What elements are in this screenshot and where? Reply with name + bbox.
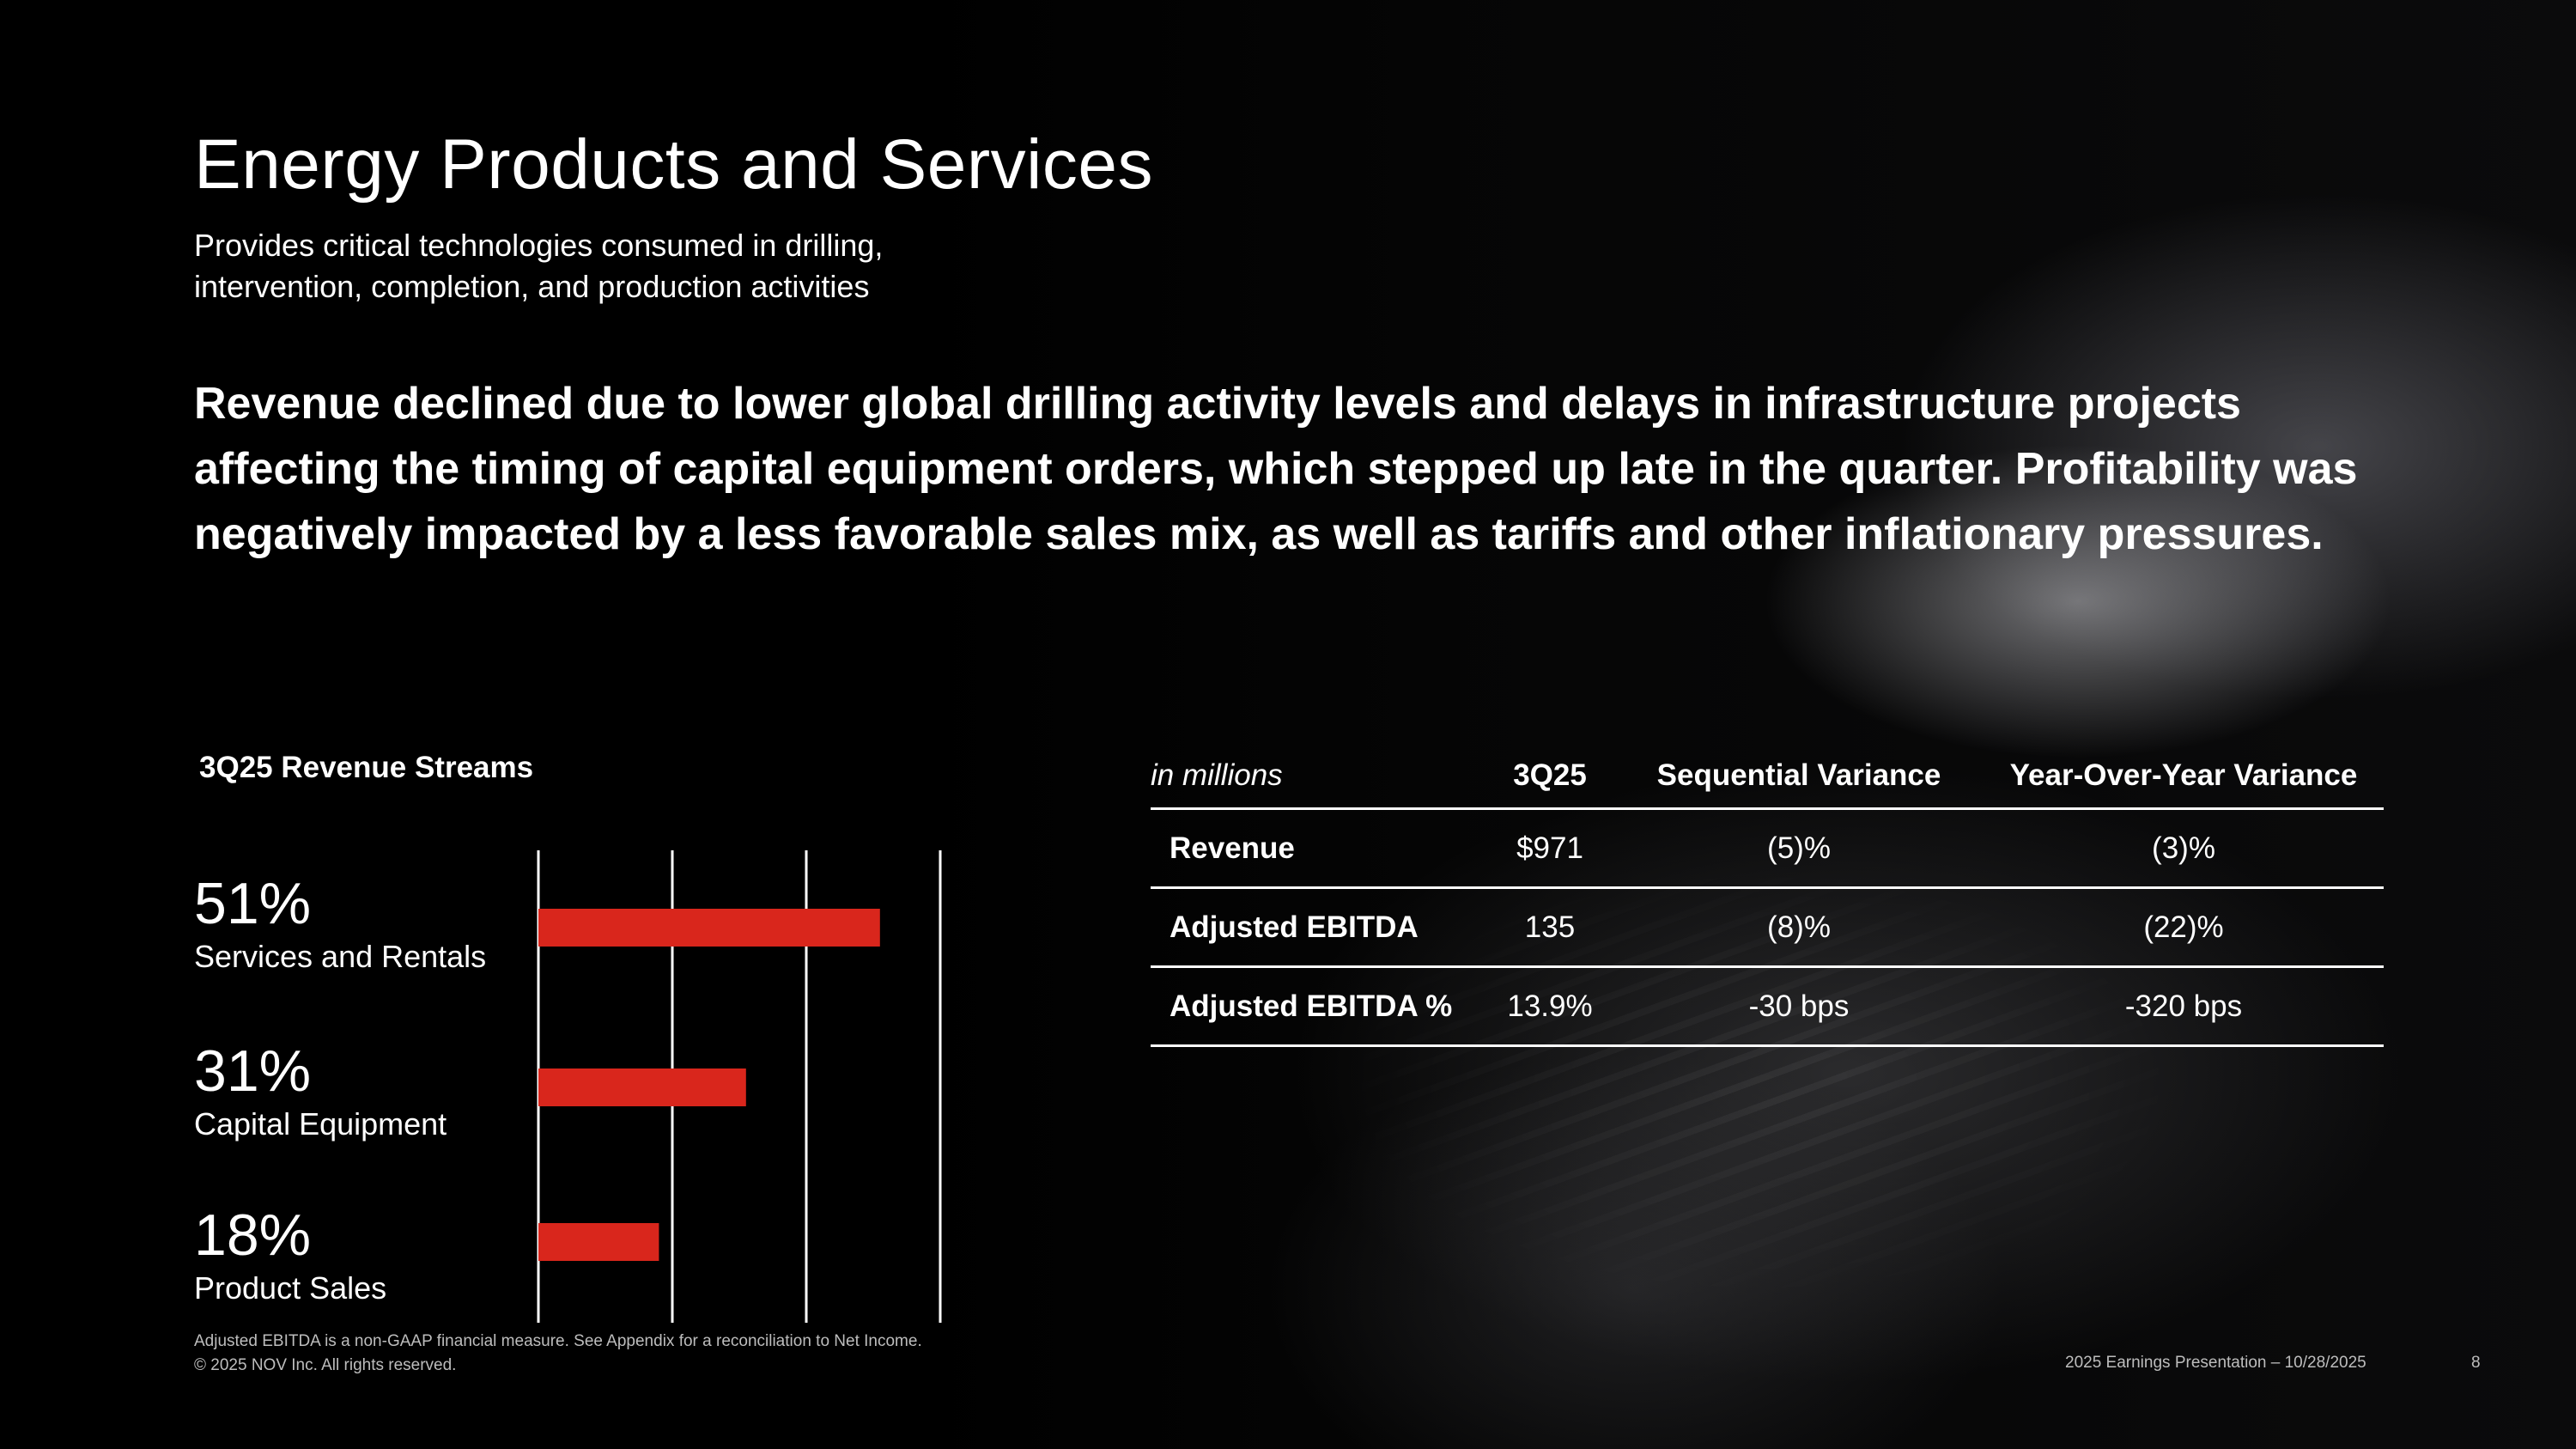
cell-yoy: (22)%: [1984, 887, 2384, 968]
cell-yoy: -320 bps: [1984, 966, 2384, 1047]
revenue-streams-title: 3Q25 Revenue Streams: [199, 751, 534, 784]
subtitle-line-2: intervention, completion, and production…: [194, 269, 870, 304]
cell-sequential: (8)%: [1614, 887, 1984, 968]
row-label: Adjusted EBITDA: [1151, 887, 1485, 968]
footnote: Adjusted EBITDA is a non-GAAP financial …: [194, 1330, 922, 1378]
bar-capital-equipment: [538, 1068, 746, 1106]
header-sequential-variance: Sequential Variance: [1614, 744, 1984, 810]
page-number: 8: [2471, 1354, 2481, 1372]
stream-percent: 51%: [194, 871, 312, 936]
footnote-non-gaap: Adjusted EBITDA is a non-GAAP financial …: [194, 1332, 922, 1350]
presentation-label: 2025 Earnings Presentation – 10/28/2025: [2065, 1354, 2366, 1372]
header-3q25: 3Q25: [1485, 744, 1614, 810]
stream-services-rentals: 51% Services and Rentals: [194, 869, 486, 976]
row-label: Adjusted EBITDA %: [1151, 966, 1485, 1047]
subtitle-line-1: Provides critical technologies consumed …: [194, 228, 884, 263]
cell-3q25: 13.9%: [1485, 966, 1614, 1047]
bar-services-and-rentals: [538, 909, 880, 947]
stream-capital-equipment: 31% Capital Equipment: [194, 1037, 447, 1143]
table-header-row: in millions 3Q25 Sequential Variance Yea…: [1151, 744, 2384, 810]
financial-table: in millions 3Q25 Sequential Variance Yea…: [1151, 744, 2384, 1047]
table-row: Adjusted EBITDA 135 (8)% (22)%: [1151, 887, 2384, 968]
row-label: Revenue: [1151, 808, 1485, 889]
lead-statement: Revenue declined due to lower global dri…: [194, 379, 2358, 559]
table-row: Revenue $971 (5)% (3)%: [1151, 808, 2384, 889]
header-yoy-variance: Year-Over-Year Variance: [1984, 744, 2384, 810]
cell-sequential: (5)%: [1614, 808, 1984, 889]
cell-yoy: (3)%: [1984, 808, 2384, 889]
bar-product-sales: [538, 1223, 659, 1261]
cell-3q25: $971: [1485, 808, 1614, 889]
stream-label: Services and Rentals: [194, 939, 487, 974]
stream-product-sales: 18% Product Sales: [194, 1201, 386, 1307]
slide-title: Energy Products and Services: [194, 125, 1153, 204]
copyright: © 2025 NOV Inc. All rights reserved.: [194, 1356, 457, 1374]
table-row: Adjusted EBITDA % 13.9% -30 bps -320 bps: [1151, 966, 2384, 1047]
stream-label: Capital Equipment: [194, 1106, 447, 1142]
slide-subtitle: Provides critical technologies consumed …: [194, 225, 1053, 307]
cell-3q25: 135: [1485, 887, 1614, 968]
stream-percent: 18%: [194, 1202, 312, 1268]
cell-sequential: -30 bps: [1614, 966, 1984, 1047]
stream-label: Product Sales: [194, 1270, 387, 1306]
revenue-streams-chart: [537, 850, 942, 1323]
stream-percent: 31%: [194, 1038, 312, 1104]
header-in-millions: in millions: [1151, 744, 1485, 810]
